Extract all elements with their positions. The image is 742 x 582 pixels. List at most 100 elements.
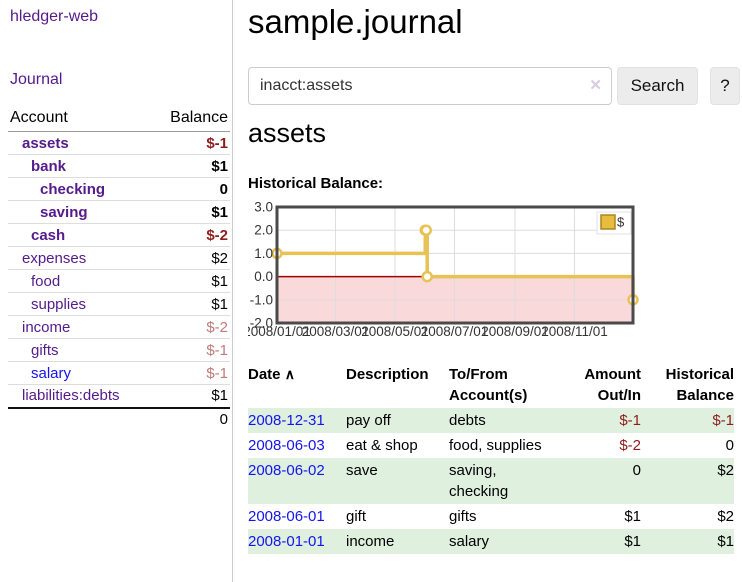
x-axis-tick-label: 2008/07/01 bbox=[421, 324, 489, 339]
account-balance: $2 bbox=[158, 246, 230, 270]
x-axis-tick-label: 2008/05/01 bbox=[361, 324, 429, 339]
legend-label: $ bbox=[617, 215, 625, 230]
amount-cell: $-2 bbox=[619, 437, 641, 454]
sidebar: hledger-web Journal Account Balance asse… bbox=[0, 0, 233, 582]
account-row: checking 0 bbox=[8, 177, 230, 201]
sidebar-item-journal[interactable]: Journal bbox=[10, 71, 63, 88]
account-link[interactable]: income bbox=[22, 318, 71, 336]
help-button[interactable]: ? bbox=[710, 67, 740, 105]
account-row: saving $1 bbox=[8, 200, 230, 224]
register-row: 2008-06-02 save saving, checking 0 $2 bbox=[248, 458, 734, 504]
register-row: 2008-06-03 eat & shop food, supplies $-2 0 bbox=[248, 433, 734, 458]
account-balance: $1 bbox=[158, 200, 230, 224]
account-link[interactable]: bank bbox=[31, 157, 67, 175]
y-axis-tick-label: 3.0 bbox=[254, 200, 273, 215]
search-button[interactable]: Search bbox=[617, 67, 698, 105]
balance-cell: $-1 bbox=[712, 412, 734, 429]
account-row: gifts $-1 bbox=[8, 338, 230, 362]
legend-swatch bbox=[600, 214, 616, 230]
amount-cell: 0 bbox=[632, 462, 641, 479]
account-heading: assets bbox=[248, 118, 327, 148]
search-input[interactable] bbox=[248, 67, 612, 105]
account-link[interactable]: food bbox=[31, 272, 61, 290]
transaction-date-link[interactable]: 2008-12-31 bbox=[248, 412, 325, 429]
x-axis-tick-label: 2008/03/01 bbox=[302, 324, 370, 339]
data-point-marker bbox=[421, 270, 433, 283]
data-point-marker bbox=[420, 224, 432, 236]
account-balance: $-2 bbox=[158, 223, 230, 247]
x-axis-tick-label: 2008/11/01 bbox=[541, 324, 608, 339]
column-header-amount: Amount Out/In bbox=[584, 366, 641, 404]
brand-link[interactable]: hledger-web bbox=[10, 8, 99, 25]
sort-ascending-icon: ∧ bbox=[284, 366, 295, 382]
amount-cell: $1 bbox=[624, 508, 641, 525]
account-link[interactable]: saving bbox=[40, 203, 88, 221]
balance-chart: $3.0 2.0 1.0 0.0 -1.0 -2.02008/01/012008/03/0… bbox=[248, 200, 639, 339]
description-cell: pay off bbox=[346, 412, 391, 429]
y-axis-tick-label: -2.0 bbox=[250, 316, 273, 331]
transaction-date-link[interactable]: 2008-06-01 bbox=[248, 508, 325, 525]
column-header-balance: Historical Balance bbox=[665, 366, 734, 404]
account-balance: $-1 bbox=[158, 338, 230, 362]
column-header-accounts: To/From Account(s) bbox=[449, 366, 528, 404]
account-balance: $-2 bbox=[158, 315, 230, 339]
accounts-cell: debts bbox=[449, 412, 486, 429]
y-axis-tick-label: -1.0 bbox=[250, 292, 273, 307]
x-axis-tick-label: 2008/09/01 bbox=[481, 324, 549, 339]
account-link[interactable]: cash bbox=[31, 226, 66, 244]
balance-cell: $1 bbox=[717, 533, 734, 550]
account-link[interactable]: liabilities:debts bbox=[22, 387, 120, 405]
account-row: bank $1 bbox=[8, 154, 230, 178]
register-header-row: Date ∧ Description To/From Account(s) Am… bbox=[248, 362, 734, 408]
description-cell: gift bbox=[346, 508, 367, 525]
accounts-cell: gifts bbox=[449, 508, 477, 525]
balance-cell: $2 bbox=[717, 462, 734, 479]
account-link[interactable]: supplies bbox=[31, 295, 87, 313]
account-link[interactable]: salary bbox=[31, 364, 72, 382]
account-balance: $1 bbox=[158, 269, 230, 293]
balance-cell: 0 bbox=[725, 437, 734, 454]
account-row: liabilities:debts $1 bbox=[8, 384, 230, 408]
account-balance: 0 bbox=[158, 177, 230, 201]
account-row: assets $-1 bbox=[8, 132, 230, 155]
register-row: 2008-01-01 income salary $1 $1 bbox=[248, 529, 734, 554]
accounts-total-row: 0 bbox=[8, 406, 230, 431]
account-link[interactable]: assets bbox=[22, 134, 69, 152]
transaction-date-link[interactable]: 2008-01-01 bbox=[248, 533, 325, 550]
account-row: expenses $2 bbox=[8, 246, 230, 270]
y-axis-tick-label: 1.0 bbox=[254, 246, 273, 261]
account-row: supplies $1 bbox=[8, 292, 230, 316]
account-row: salary $-1 bbox=[8, 361, 230, 385]
amount-cell: $-1 bbox=[619, 412, 641, 429]
balance-cell: $2 bbox=[717, 508, 734, 525]
account-row: food $1 bbox=[8, 269, 230, 293]
transaction-date-link[interactable]: 2008-06-03 bbox=[248, 437, 325, 454]
transaction-date-link[interactable]: 2008-06-02 bbox=[248, 462, 325, 479]
account-balance: $1 bbox=[158, 154, 230, 178]
page-title: sample.journal bbox=[248, 3, 463, 40]
column-header-description: Description bbox=[346, 366, 429, 383]
accounts-table: Account Balance assets $-1 bank $1 checking 0… bbox=[8, 106, 230, 431]
column-header-date[interactable]: Date ∧ bbox=[248, 366, 295, 383]
clear-search-icon[interactable]: ✕ bbox=[589, 77, 602, 94]
amount-cell: $1 bbox=[624, 533, 641, 550]
y-axis-tick-label: 2.0 bbox=[254, 223, 273, 238]
account-balance: $-1 bbox=[158, 361, 230, 385]
account-link[interactable]: checking bbox=[40, 180, 106, 198]
description-cell: income bbox=[346, 533, 395, 550]
accounts-header-balance: Balance bbox=[158, 106, 230, 132]
x-axis-tick-label: 2008/01/01 bbox=[248, 324, 311, 339]
accounts-cell: food, supplies bbox=[449, 437, 542, 454]
account-row: income $-2 bbox=[8, 315, 230, 339]
account-link[interactable]: gifts bbox=[31, 341, 59, 359]
accounts-cell: salary bbox=[449, 533, 490, 550]
accounts-header-row: Account Balance bbox=[8, 106, 230, 132]
main-content: sample.journal ✕ Search ? assets Histori… bbox=[248, 0, 742, 582]
account-link[interactable]: expenses bbox=[22, 249, 87, 267]
plot-border bbox=[275, 205, 635, 325]
account-row: cash $-2 bbox=[8, 223, 230, 247]
account-balance: $-1 bbox=[206, 134, 228, 152]
register-table: Date ∧ Description To/From Account(s) Am… bbox=[248, 362, 734, 554]
accounts-header-account: Account bbox=[8, 106, 158, 132]
